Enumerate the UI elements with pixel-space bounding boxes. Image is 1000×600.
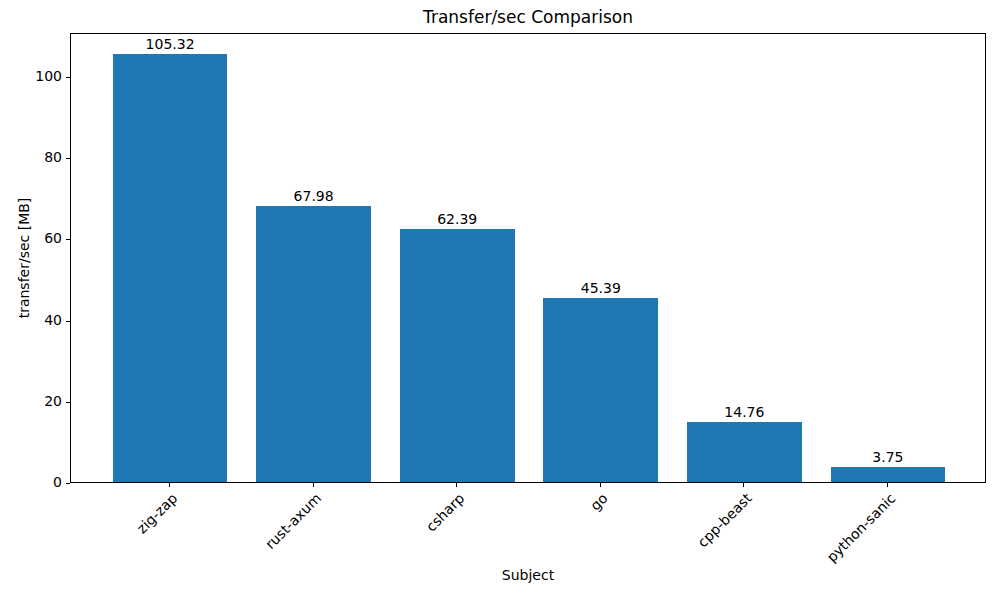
- x-tick-mark: [456, 483, 457, 487]
- y-tick-mark: [66, 321, 70, 322]
- bar-value-label: 3.75: [843, 449, 933, 466]
- chart-title: Transfer/sec Comparison: [70, 7, 986, 27]
- bar-value-label: 62.39: [412, 211, 502, 228]
- bars-layer: 105.32 67.98 62.39 45.39 14.76 3.75: [71, 34, 985, 482]
- y-axis-label: transfer/sec [MB]: [16, 198, 32, 319]
- bar-value-label: 67.98: [269, 188, 359, 205]
- y-tick-mark: [66, 239, 70, 240]
- x-tick-label: go: [587, 490, 611, 514]
- y-tick-mark: [66, 158, 70, 159]
- x-tick-label: python-sanic: [823, 490, 898, 565]
- y-tick-label: 100: [12, 68, 62, 85]
- bar-value-label: 105.32: [125, 36, 215, 53]
- y-tick-label: 80: [12, 149, 62, 166]
- bar: [400, 229, 515, 482]
- x-tick-mark: [743, 483, 744, 487]
- plot-area: 105.32 67.98 62.39 45.39 14.76 3.75: [70, 33, 986, 483]
- x-tick-label: csharp: [423, 490, 468, 535]
- y-tick-label: 0: [12, 474, 62, 491]
- bar-value-label: 14.76: [699, 404, 789, 421]
- bar-chart-figure: Transfer/sec Comparison transfer/sec [MB…: [0, 0, 1000, 600]
- bar: [687, 422, 802, 482]
- bar: [113, 54, 228, 482]
- bar: [831, 467, 946, 482]
- y-tick-label: 20: [12, 393, 62, 410]
- y-tick-mark: [66, 483, 70, 484]
- bar-value-label: 45.39: [556, 280, 646, 297]
- x-tick-label: zig-zap: [134, 490, 181, 537]
- x-tick-mark: [600, 483, 601, 487]
- x-tick-mark: [169, 483, 170, 487]
- y-tick-label: 40: [12, 312, 62, 329]
- x-tick-label: rust-axum: [262, 490, 324, 552]
- y-tick-mark: [66, 402, 70, 403]
- x-axis-label: Subject: [70, 567, 986, 583]
- x-tick-mark: [313, 483, 314, 487]
- x-tick-label: cpp-beast: [694, 490, 754, 550]
- bar: [543, 298, 658, 482]
- y-tick-label: 60: [12, 230, 62, 247]
- x-tick-mark: [887, 483, 888, 487]
- y-tick-mark: [66, 77, 70, 78]
- bar: [256, 206, 371, 482]
